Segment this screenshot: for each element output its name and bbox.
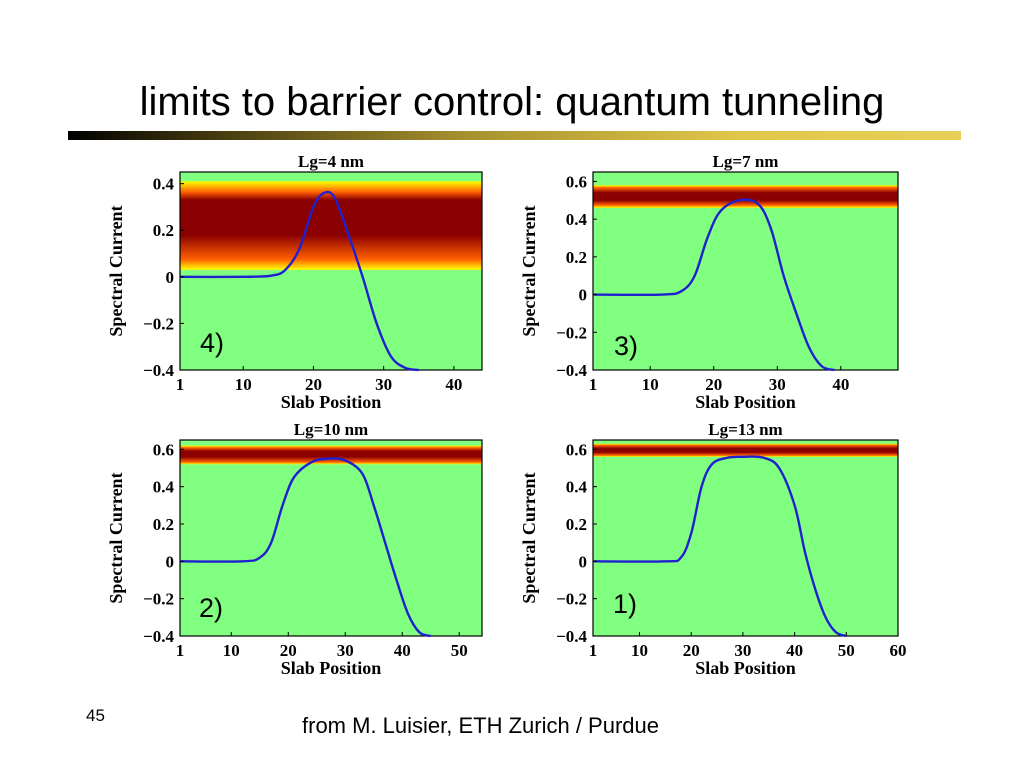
plot-frame (179, 171, 483, 371)
x-tick-label: 1 (176, 641, 185, 660)
x-tick-label: 40 (445, 375, 462, 394)
panel-label: 4) (200, 328, 224, 358)
y-tick-label: 0 (579, 552, 588, 571)
plot-frame (592, 439, 899, 637)
plot-background (593, 440, 898, 636)
y-axis-label: Spectral Current (519, 205, 539, 336)
panel-label: 3) (614, 331, 638, 361)
x-tick-label: 30 (734, 641, 751, 660)
x-tick-label: 20 (705, 375, 722, 394)
y-axis-label: Spectral Current (519, 472, 539, 603)
spectral-band (180, 181, 482, 270)
chart-panel-2: 1 10 20 30 40 −0.4 −0.2 0 0.2 0.4 0.6 Lg=7 nm Slab P… (519, 152, 899, 412)
x-tick-label: 60 (890, 641, 907, 660)
plot-background (180, 440, 482, 636)
y-tick-label: 0.6 (153, 440, 174, 459)
y-tick-label: −0.2 (556, 323, 587, 342)
x-tick-label: 50 (451, 641, 468, 660)
chart-panel-4: 1 10 20 30 40 50 60 −0.4 −0.2 0 0.2 0.4 0.6 Lg=13 nm S… (519, 420, 907, 678)
y-axis-label: Spectral Current (106, 472, 126, 603)
x-axis-label: Slab Position (695, 392, 796, 412)
chart-title: Lg=10 nm (294, 420, 368, 439)
spectral-curve (592, 455, 847, 638)
x-tick-label: 10 (223, 641, 240, 660)
source-credit: from M. Luisier, ETH Zurich / Purdue (302, 713, 659, 738)
x-tick-label: 20 (280, 641, 297, 660)
y-tick-label: −0.2 (556, 590, 587, 609)
x-tick-label: 30 (337, 641, 354, 660)
spectral-curve (592, 198, 835, 372)
y-tick-label: −0.4 (143, 361, 174, 380)
y-tick-label: 0.2 (566, 515, 587, 534)
y-tick-label: 0.6 (566, 440, 587, 459)
y-tick-label: 0.4 (566, 210, 588, 229)
panel-label: 2) (199, 593, 223, 623)
x-tick-label: 40 (394, 641, 411, 660)
plot-frame (179, 439, 483, 637)
chart-title: Lg=4 nm (298, 152, 364, 171)
x-tick-label: 30 (375, 375, 392, 394)
x-tick-label: 10 (642, 375, 659, 394)
y-tick-label: 0.4 (153, 478, 175, 497)
spectral-curve (179, 190, 419, 372)
y-axis-label: Spectral Current (106, 205, 126, 336)
y-tick-label: 0 (579, 286, 588, 305)
x-tick-label: 20 (305, 375, 322, 394)
x-tick-label: 1 (176, 375, 185, 394)
y-tick-label: −0.2 (143, 590, 174, 609)
spectral-curve (179, 457, 432, 638)
spectral-band (593, 185, 898, 208)
y-tick-label: −0.4 (556, 361, 587, 380)
x-tick-label: 10 (631, 641, 648, 660)
spectral-band (180, 445, 482, 465)
y-tick-label: −0.4 (556, 627, 587, 646)
y-tick-label: 0.2 (153, 515, 174, 534)
spectral-band (593, 443, 898, 457)
x-tick-label: 40 (832, 375, 849, 394)
chart-title: Lg=7 nm (713, 152, 779, 171)
x-tick-label: 10 (235, 375, 252, 394)
panel-label: 1) (613, 589, 637, 619)
x-axis-label: Slab Position (695, 658, 796, 678)
x-tick-label: 1 (589, 641, 598, 660)
title-rule (68, 131, 961, 140)
x-tick-label: 30 (769, 375, 786, 394)
y-tick-label: 0.6 (566, 172, 587, 191)
x-tick-label: 1 (589, 375, 598, 394)
y-tick-label: 0 (166, 268, 175, 287)
chart-title: Lg=13 nm (708, 420, 782, 439)
x-tick-label: 40 (786, 641, 803, 660)
y-tick-label: 0 (166, 552, 175, 571)
x-axis-label: Slab Position (281, 658, 382, 678)
y-tick-label: −0.4 (143, 627, 174, 646)
chart-panel-3: 1 10 20 30 40 50 −0.4 −0.2 0 0.2 0.4 0.6 Lg=10 nm Sla… (106, 420, 483, 678)
chart-panel-1: 1 10 20 30 40 −0.4 −0.2 0 0.2 0.4 Lg=4 nm Slab Posi… (106, 152, 483, 412)
y-tick-label: −0.2 (143, 314, 174, 333)
x-axis-label: Slab Position (281, 392, 382, 412)
slide-number: 45 (86, 706, 105, 725)
slide-title: limits to barrier control: quantum tunne… (139, 80, 885, 124)
y-tick-label: 0.2 (153, 221, 174, 240)
y-tick-label: 0.4 (566, 478, 588, 497)
plot-frame (592, 171, 899, 371)
y-tick-label: 0.4 (153, 175, 175, 194)
y-tick-label: 0.2 (566, 248, 587, 267)
x-tick-label: 20 (683, 641, 700, 660)
x-tick-label: 50 (838, 641, 855, 660)
